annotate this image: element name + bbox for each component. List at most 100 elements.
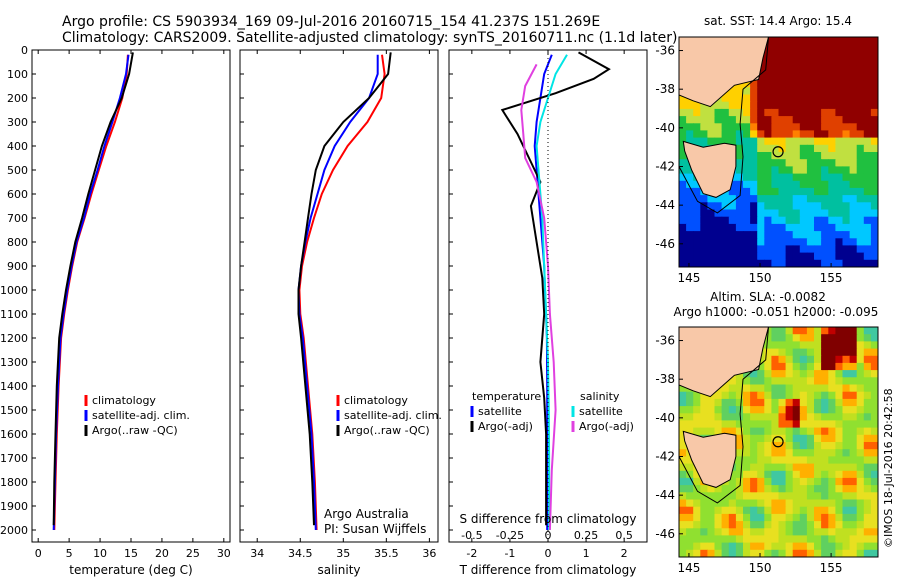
map-cell — [870, 355, 878, 364]
map-cell — [700, 195, 708, 203]
map-cell — [842, 231, 851, 239]
map-cell — [735, 477, 744, 486]
map-cell — [799, 137, 808, 146]
map-cell — [799, 485, 808, 493]
map-cell — [778, 420, 787, 429]
map-cell — [764, 108, 772, 117]
map-cell — [849, 506, 858, 515]
map-cell — [821, 391, 829, 400]
map-cell — [714, 420, 723, 429]
map-cell — [700, 542, 708, 551]
map-cell — [750, 463, 758, 472]
map-cell — [814, 216, 822, 225]
map-cell — [785, 492, 794, 501]
map-cell — [849, 449, 858, 457]
series-line-Argo(..raw -QC) — [52, 52, 134, 526]
map-cell — [764, 456, 772, 465]
map-cell — [771, 506, 780, 515]
map-cell — [707, 492, 716, 501]
shelf-contour — [679, 37, 769, 214]
map-cell — [849, 348, 858, 357]
map-cell — [693, 137, 701, 146]
map-cell — [828, 209, 836, 218]
map-cell — [764, 384, 772, 393]
map-cell — [764, 51, 772, 60]
map-cell — [679, 420, 687, 429]
map-cell — [863, 499, 872, 508]
x-tick-label-2: 1 — [583, 547, 590, 560]
map-cell — [778, 506, 787, 515]
timestamp-stamp: ©IMOS 18-Jul-2016 20:42:58 — [882, 388, 895, 548]
map-cell — [785, 202, 794, 211]
map-cell — [828, 420, 836, 429]
map-cell — [821, 137, 829, 146]
map-cell — [785, 449, 794, 457]
map-cell — [785, 506, 794, 515]
map-cell — [799, 245, 808, 254]
map-cell — [735, 398, 744, 407]
map-cell — [743, 434, 751, 443]
map-cell — [849, 44, 858, 52]
map-cell — [849, 377, 858, 386]
map-cell — [743, 245, 751, 254]
map-cell — [814, 535, 822, 544]
map-cell — [828, 259, 836, 267]
map-cell — [785, 72, 794, 81]
map-cell — [814, 463, 822, 472]
map-cell — [764, 152, 772, 160]
map-cell — [778, 334, 787, 342]
map-cell — [679, 209, 687, 218]
map-cell — [792, 391, 801, 400]
map-cell — [735, 245, 744, 254]
map-cell — [778, 535, 787, 544]
map-cell — [870, 144, 878, 153]
map-cell — [778, 362, 787, 371]
map-cell — [863, 223, 872, 232]
map-cell — [849, 72, 858, 81]
map-cell — [856, 477, 865, 486]
map-cell — [714, 238, 723, 247]
map-cell — [835, 427, 844, 436]
map-cell — [764, 442, 772, 450]
map-cell — [814, 348, 822, 357]
map-cell — [764, 355, 772, 364]
map-cell — [785, 173, 794, 182]
map-cell — [728, 542, 737, 551]
map-cell — [856, 130, 865, 139]
map-frame-0 — [678, 36, 879, 268]
map-cell — [835, 202, 844, 211]
legend-temp-label: satellite-adj. clim. — [92, 409, 190, 422]
map-cell — [863, 506, 872, 515]
map-cell — [757, 521, 765, 529]
map-cell — [856, 173, 865, 182]
map-cell — [856, 65, 865, 74]
map-cell — [714, 137, 723, 146]
map-cell — [821, 87, 829, 96]
map-cell — [828, 362, 836, 371]
map-cell — [771, 391, 780, 400]
map-cell — [707, 209, 716, 218]
map-cell — [785, 470, 794, 479]
map-cell — [743, 535, 751, 544]
map-cell — [821, 477, 829, 486]
map-cell — [785, 65, 794, 74]
map-cell — [679, 542, 687, 551]
map-cell — [785, 384, 794, 393]
map-cell — [757, 166, 765, 175]
map-cell — [842, 238, 851, 247]
map-cell — [785, 528, 794, 537]
map-cell — [686, 528, 694, 537]
map-cell — [814, 434, 822, 443]
map-cell — [821, 334, 829, 342]
map-cell — [679, 238, 687, 247]
map-cell — [799, 442, 808, 450]
map-cell — [870, 116, 878, 124]
map-cell — [799, 535, 808, 544]
map-cell — [806, 513, 815, 522]
map-cell — [863, 80, 872, 88]
map-cell — [693, 108, 701, 117]
map-cell — [821, 173, 829, 182]
map-cell — [686, 549, 694, 557]
map-cell — [771, 456, 780, 465]
map-cell — [870, 398, 878, 407]
